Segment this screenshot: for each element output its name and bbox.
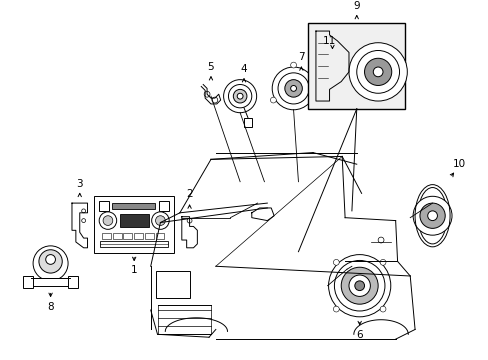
Text: 8: 8: [47, 302, 54, 312]
Bar: [159, 201, 169, 211]
Circle shape: [284, 80, 302, 97]
Circle shape: [364, 58, 391, 85]
Text: 9: 9: [353, 1, 359, 11]
Text: 6: 6: [356, 330, 362, 340]
Text: 11: 11: [322, 36, 335, 46]
Text: 4: 4: [240, 64, 247, 74]
Text: 10: 10: [452, 159, 466, 169]
Bar: [120, 214, 148, 228]
Circle shape: [81, 219, 85, 222]
Circle shape: [328, 255, 390, 317]
Circle shape: [379, 260, 385, 265]
Circle shape: [290, 62, 296, 68]
Circle shape: [341, 267, 377, 304]
Circle shape: [310, 97, 316, 103]
Bar: [68, 276, 78, 288]
Bar: [244, 118, 251, 127]
Circle shape: [419, 203, 444, 228]
Bar: [99, 201, 109, 211]
Circle shape: [427, 211, 437, 221]
Circle shape: [270, 97, 276, 103]
Circle shape: [211, 97, 217, 103]
Circle shape: [103, 216, 113, 225]
Bar: [123, 233, 132, 239]
Circle shape: [233, 89, 246, 103]
Circle shape: [356, 50, 399, 93]
Bar: [31, 278, 70, 286]
Circle shape: [278, 73, 308, 104]
Circle shape: [333, 306, 339, 312]
Bar: [102, 233, 111, 239]
Circle shape: [377, 237, 383, 243]
Ellipse shape: [417, 188, 446, 244]
Text: 5: 5: [207, 62, 214, 72]
Circle shape: [151, 212, 169, 229]
Bar: [144, 233, 153, 239]
Text: 7: 7: [298, 52, 304, 62]
Bar: [94, 196, 174, 253]
Circle shape: [333, 260, 339, 265]
Bar: [134, 233, 142, 239]
Circle shape: [334, 260, 384, 311]
Circle shape: [354, 281, 364, 291]
Circle shape: [379, 306, 385, 312]
Circle shape: [99, 212, 117, 229]
Bar: [155, 233, 164, 239]
Circle shape: [223, 80, 256, 113]
Bar: [155, 271, 189, 298]
Text: 1: 1: [131, 265, 137, 275]
Bar: [23, 276, 33, 288]
Circle shape: [372, 67, 382, 77]
Text: 2: 2: [186, 189, 192, 199]
Circle shape: [348, 275, 369, 296]
Circle shape: [290, 85, 296, 91]
Circle shape: [348, 43, 407, 101]
Circle shape: [228, 85, 251, 108]
Circle shape: [46, 255, 55, 264]
Circle shape: [204, 91, 209, 97]
Circle shape: [39, 250, 62, 273]
Bar: [307, 23, 405, 109]
Bar: [113, 233, 122, 239]
Circle shape: [272, 67, 314, 110]
Circle shape: [155, 216, 165, 225]
Circle shape: [81, 209, 85, 213]
Circle shape: [412, 196, 451, 235]
Bar: [100, 241, 168, 247]
Bar: [112, 203, 154, 209]
Circle shape: [237, 93, 243, 99]
Text: 3: 3: [76, 179, 83, 189]
Circle shape: [33, 246, 68, 281]
Circle shape: [187, 218, 192, 223]
